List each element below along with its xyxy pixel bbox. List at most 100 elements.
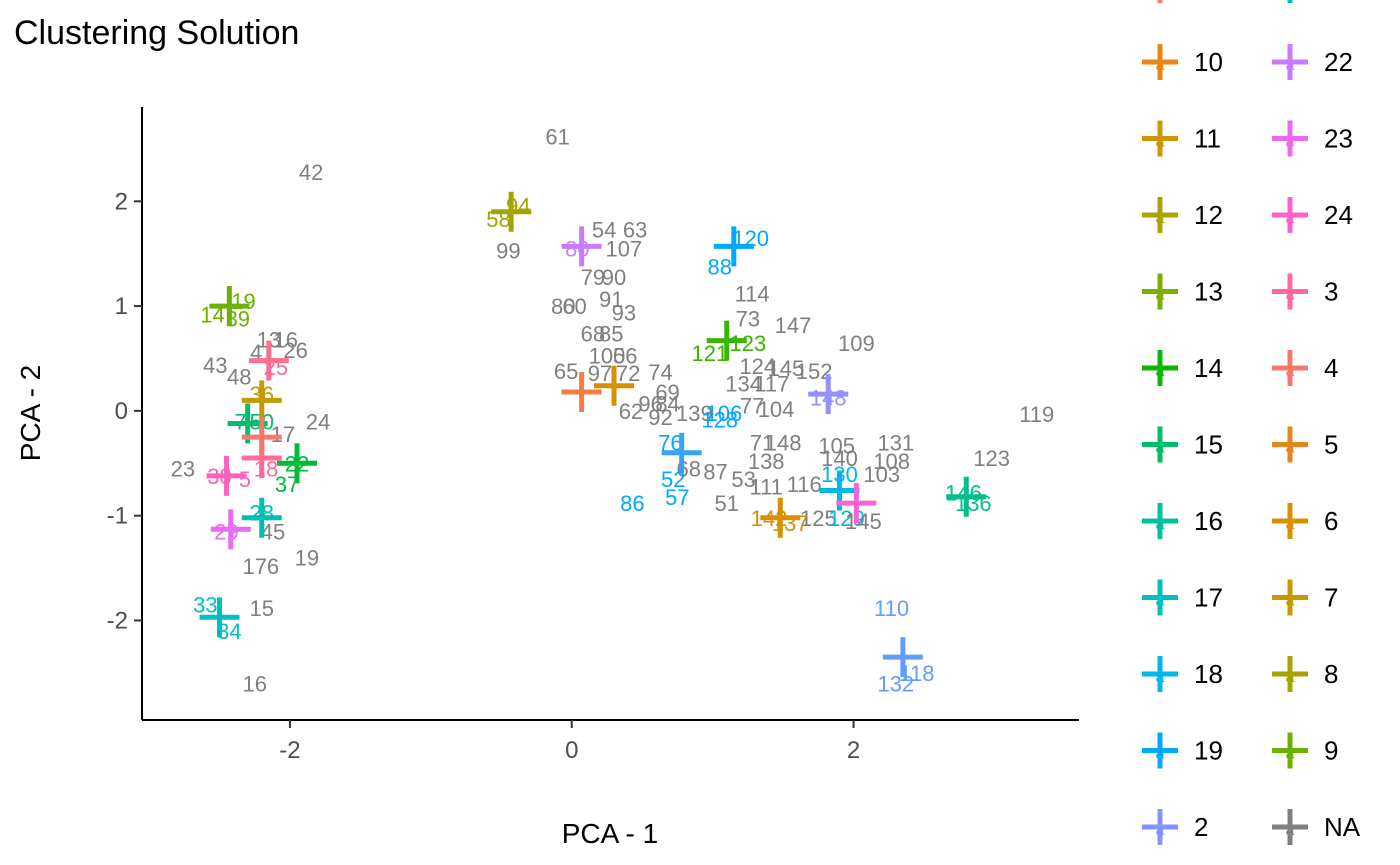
- y-tick-label: -2: [107, 607, 128, 634]
- legend-label: 19: [1194, 736, 1223, 766]
- legend-item: a 18: [1142, 656, 1223, 692]
- legend-key-glyph: a: [1286, 57, 1295, 74]
- x-tick-label: 0: [565, 737, 578, 764]
- legend-label: NA: [1324, 812, 1361, 842]
- point-label: 111: [749, 474, 782, 499]
- legend-label: 10: [1194, 47, 1223, 77]
- legend-item: a 23: [1272, 120, 1353, 157]
- cluster-center-cross: [241, 380, 282, 421]
- cluster-center-cross: [561, 226, 602, 267]
- cluster-center-cross: [276, 443, 317, 484]
- cluster-center-cross: [199, 597, 240, 638]
- point-label: 16: [273, 328, 297, 353]
- point-label: 17: [271, 422, 295, 447]
- point-label: 60: [562, 294, 586, 319]
- legend-item: a 14: [1142, 350, 1223, 386]
- point-label: 97: [588, 361, 612, 386]
- cluster-center-cross: [561, 372, 602, 413]
- point-label: 105: [818, 433, 855, 458]
- legend-key-glyph: a: [1286, 516, 1295, 533]
- cluster-center-cross: [946, 476, 987, 517]
- cluster-center-cross: [882, 637, 923, 678]
- point-label: 57: [665, 485, 689, 510]
- legend-item: a NA: [1272, 809, 1361, 845]
- point-label: 123: [730, 331, 767, 356]
- point-label: 128: [701, 407, 738, 432]
- point-label: 84: [655, 392, 679, 417]
- cluster-center-cross: [241, 497, 282, 538]
- point-label: 123: [973, 446, 1010, 471]
- point-label: 68: [581, 321, 605, 346]
- legend-label: 17: [1194, 583, 1223, 613]
- point-label: 18: [254, 457, 278, 482]
- cluster-center-cross: [210, 509, 251, 550]
- legend-item: a 15: [1142, 426, 1223, 463]
- point-label: 134: [725, 372, 762, 397]
- legend-key-glyph: a: [1156, 210, 1165, 227]
- point-label: 110: [874, 596, 909, 621]
- legend-item: a 13: [1142, 273, 1223, 310]
- point-label: 16: [242, 671, 266, 696]
- point-label: 56: [613, 343, 637, 368]
- point-label: 79: [581, 265, 605, 290]
- point-label: 88: [707, 254, 731, 279]
- legend-item: a 16: [1142, 503, 1223, 539]
- legend-label: 3: [1324, 277, 1338, 307]
- point-label: 42: [299, 160, 323, 185]
- cluster-center-cross: [594, 365, 635, 406]
- legend-label: 8: [1324, 659, 1338, 689]
- point-label: 145: [768, 356, 805, 381]
- point-label: 74: [648, 360, 672, 385]
- point-label: 147: [775, 313, 812, 338]
- point-label: 73: [736, 307, 760, 332]
- cluster-center-cross: [760, 497, 801, 538]
- cluster-center-cross: [209, 286, 250, 327]
- point-label: 62: [619, 399, 643, 424]
- cluster-center-cross: [248, 340, 289, 381]
- legend-label: 23: [1324, 124, 1353, 154]
- legend-label: 24: [1324, 200, 1353, 230]
- legend-item: a 10: [1142, 44, 1223, 80]
- cluster-center-cross: [713, 226, 754, 267]
- point-label: 85: [599, 321, 623, 346]
- point-label: 53: [731, 467, 755, 492]
- point-label: 121: [691, 341, 728, 366]
- legend-item: a 22: [1272, 44, 1353, 80]
- point-label: 125: [800, 506, 837, 531]
- legend-key-glyph: a: [1156, 822, 1165, 839]
- point-label: 19: [231, 289, 255, 314]
- legend-key-glyph: a: [1286, 287, 1295, 304]
- point-label: 119: [1019, 402, 1054, 427]
- legend-label: 14: [1194, 353, 1223, 383]
- legend-key-glyph: a: [1156, 134, 1165, 151]
- point-label: 86: [620, 491, 644, 516]
- point-label: 90: [602, 265, 626, 290]
- point-label: 107: [606, 236, 643, 261]
- point-label: 33: [193, 593, 217, 618]
- point-label: 71: [750, 430, 774, 455]
- cluster-center-cross: [206, 455, 247, 496]
- point-label: 43: [203, 353, 227, 378]
- cluster-center-cross: [706, 320, 747, 361]
- legend-label: 9: [1324, 736, 1338, 766]
- legend-item: a 11: [1142, 120, 1221, 157]
- point-label: 80: [551, 294, 575, 319]
- point-label: 124: [739, 354, 776, 379]
- legend-label: 18: [1194, 659, 1223, 689]
- legend-key-glyph: a: [1286, 134, 1295, 151]
- legend-key-glyph: a: [1286, 746, 1295, 763]
- point-label: 96: [638, 392, 662, 417]
- point-label: 139: [676, 401, 713, 426]
- point-label: 92: [648, 405, 672, 430]
- legend-item: a 17: [1142, 579, 1223, 616]
- point-label: 51: [715, 491, 739, 516]
- legend-key-glyph: a: [1156, 746, 1165, 763]
- point-label: 65: [554, 359, 578, 384]
- legend-label: 22: [1324, 47, 1353, 77]
